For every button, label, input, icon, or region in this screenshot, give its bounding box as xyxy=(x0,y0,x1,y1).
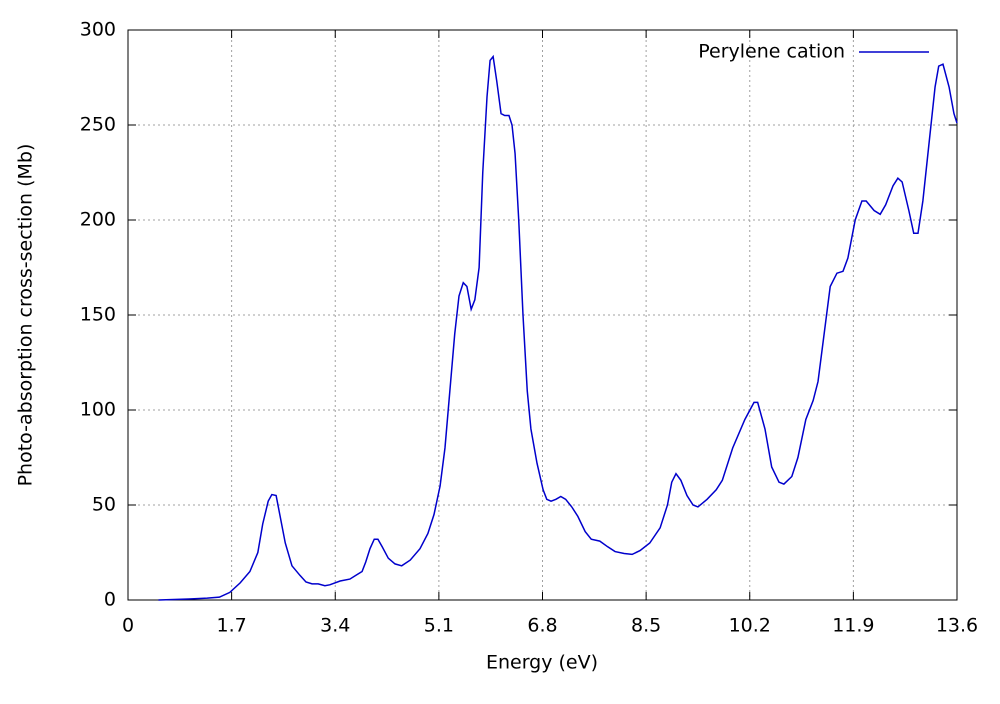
plot-frame xyxy=(127,29,958,601)
y-tick-label: 0 xyxy=(104,589,116,611)
x-tick-label: 3.4 xyxy=(320,615,350,637)
y-tick-label: 200 xyxy=(80,209,116,231)
x-tick-label: 5.1 xyxy=(424,615,454,637)
y-tick-label: 150 xyxy=(80,304,116,326)
x-tick-label: 13.6 xyxy=(936,615,978,637)
x-tick-label: 1.7 xyxy=(217,615,247,637)
data-line xyxy=(158,54,958,601)
y-tick-label: 250 xyxy=(80,114,116,136)
legend-label: Perylene cation xyxy=(698,41,845,63)
y-tick-label: 300 xyxy=(80,19,116,41)
x-tick-label: 6.8 xyxy=(527,615,557,637)
y-tick-label: 100 xyxy=(80,399,116,421)
x-tick-label: 0 xyxy=(122,615,134,637)
y-tick-label: 50 xyxy=(92,494,116,516)
y-axis-label: Photo-absorption cross-section (Mb) xyxy=(15,144,37,487)
x-axis-label: Energy (eV) xyxy=(486,652,598,674)
x-tick-label: 10.2 xyxy=(729,615,771,637)
x-tick-label: 11.9 xyxy=(832,615,874,637)
x-tick-label: 8.5 xyxy=(631,615,661,637)
